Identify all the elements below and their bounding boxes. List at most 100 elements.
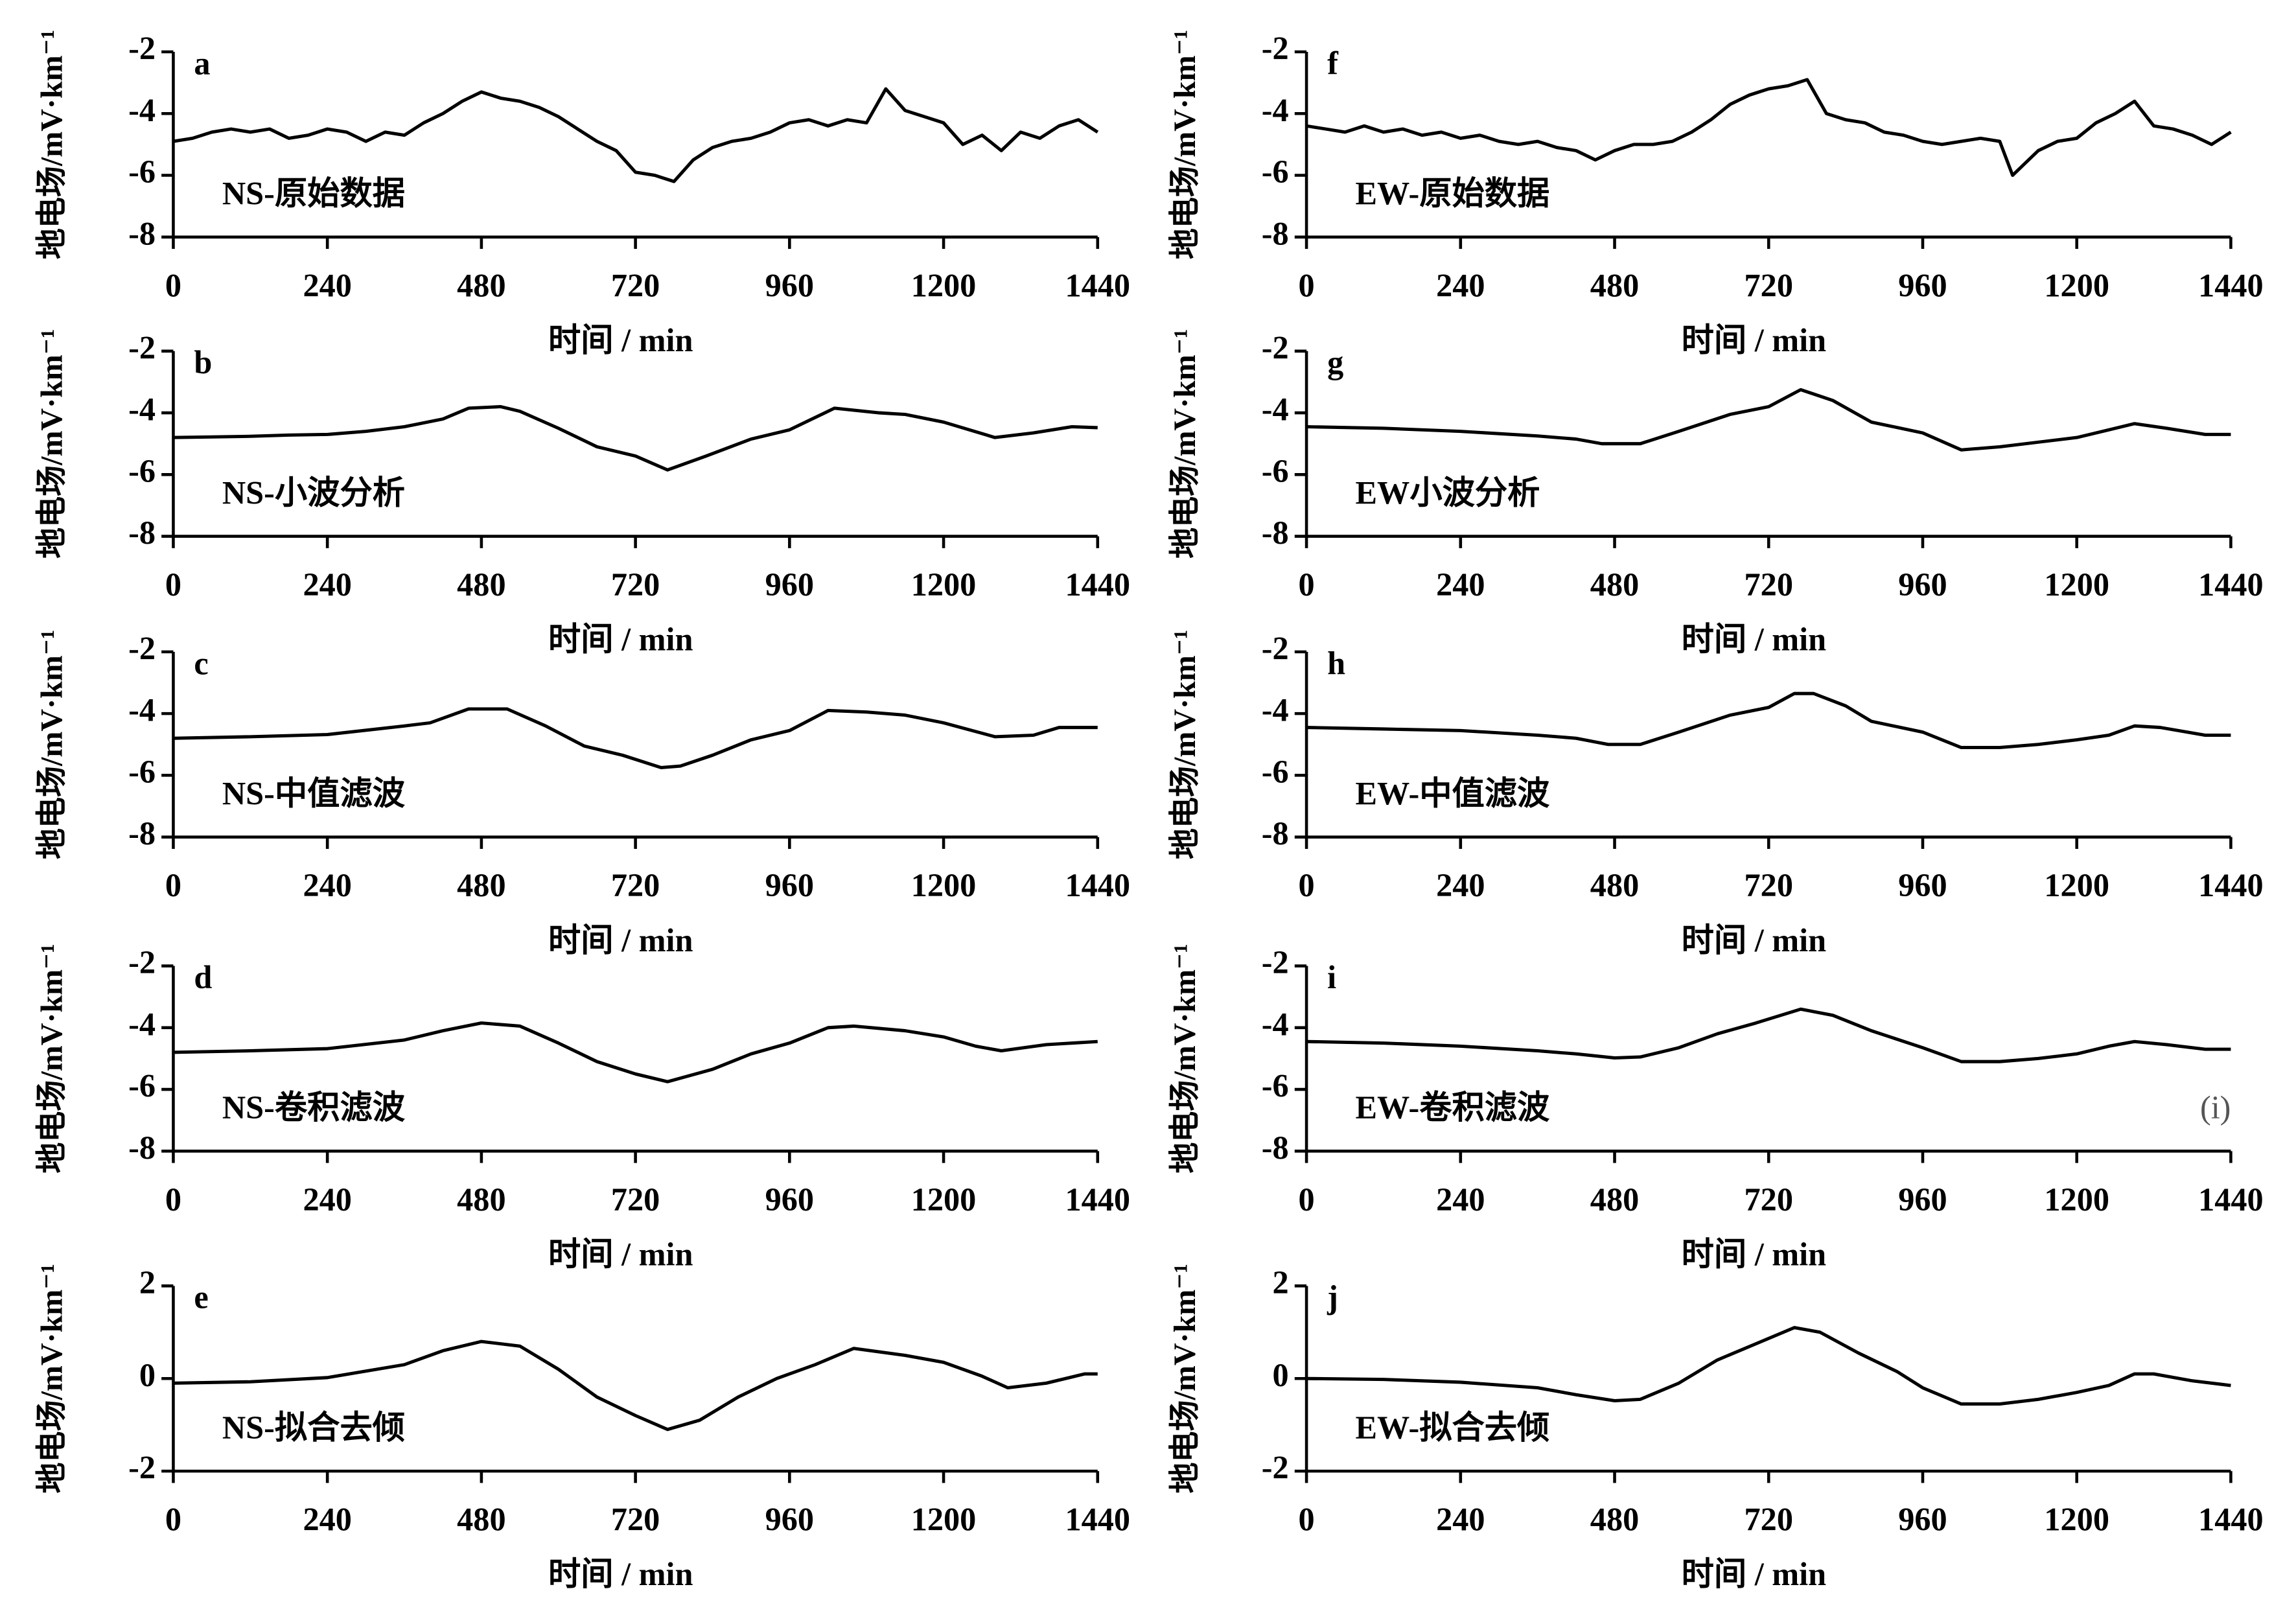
x-tick-label: 720 (1745, 267, 1793, 303)
x-tick-label: 720 (1745, 1181, 1793, 1218)
y-tick-label: 2 (1273, 1264, 1289, 1301)
y-tick-label: -6 (1262, 754, 1289, 790)
x-tick-label: 480 (457, 267, 505, 303)
y-tick-label: -8 (128, 515, 156, 551)
x-tick-label: 240 (303, 1181, 351, 1218)
y-tick-label: -4 (128, 1006, 156, 1042)
x-axis-label: 时间 / min (548, 1556, 693, 1592)
panel: -8 -6 -4 -2 0 240 480 720 960 1200 1440 时间 / min 地电场… (1168, 329, 2263, 657)
y-tick-label: -8 (1262, 1130, 1289, 1166)
y-tick-label: -6 (1262, 453, 1289, 489)
annotation: EW-中值滤波 (1356, 775, 1551, 811)
y-axis-label: 地电场/mV·km⁻¹ (1168, 944, 1202, 1173)
x-axis-label: 时间 / min (548, 1236, 693, 1272)
panel-label: g (1327, 344, 1343, 380)
x-tick-label: 960 (765, 566, 814, 603)
x-tick-label: 1200 (2044, 1501, 2109, 1538)
panel-label: f (1327, 45, 1339, 81)
panel: -8 -6 -4 -2 0 240 480 720 960 1200 1440 时间 / min 地电场… (35, 30, 1130, 358)
y-axis-label: 地电场/mV·km⁻¹ (1168, 1264, 1202, 1493)
x-tick-label: 960 (765, 1181, 814, 1218)
y-tick-label: -2 (1262, 944, 1289, 980)
y-tick-label: 2 (139, 1264, 156, 1301)
x-tick-label: 720 (611, 566, 660, 603)
x-tick-label: 480 (1590, 1181, 1639, 1218)
y-tick-label: -6 (1262, 154, 1289, 190)
y-tick-label: -6 (128, 754, 156, 790)
annotation: NS-卷积滤波 (222, 1089, 406, 1126)
x-axis-label: 时间 / min (548, 621, 693, 658)
x-tick-label: 480 (457, 867, 505, 903)
x-tick-label: 960 (1898, 867, 1947, 903)
panel-label: c (194, 645, 208, 681)
panel: -8 -6 -4 -2 0 240 480 720 960 1200 1440 时间 / min 地电场… (35, 329, 1130, 657)
y-axis-label: 地电场/mV·km⁻¹ (35, 30, 69, 259)
y-tick-label: -4 (1262, 1006, 1289, 1042)
corner-note: (i) (2200, 1089, 2231, 1126)
x-axis-label: 时间 / min (1682, 922, 1827, 958)
data-line (173, 87, 1099, 183)
y-tick-label: 0 (139, 1357, 156, 1393)
x-tick-label: 480 (457, 1501, 505, 1538)
x-axis-label: 时间 / min (1682, 1556, 1827, 1592)
x-tick-label: 960 (1898, 1501, 1947, 1538)
panel: -2 0 2 0 240 480 720 960 1200 1440 时间 / min 地电场/mV·… (1168, 1264, 2263, 1592)
x-tick-label: 720 (1745, 1501, 1793, 1538)
annotation: NS-中值滤波 (222, 775, 406, 811)
panel-label: b (194, 344, 212, 380)
x-tick-label: 0 (1299, 1501, 1315, 1538)
y-axis-label: 地电场/mV·km⁻¹ (35, 1264, 69, 1493)
y-tick-label: -2 (128, 630, 156, 666)
x-tick-label: 1440 (1065, 566, 1131, 603)
y-tick-label: -6 (128, 1068, 156, 1104)
x-tick-label: 1200 (911, 1501, 977, 1538)
y-tick-label: -6 (128, 154, 156, 190)
annotation: EW-卷积滤波 (1356, 1089, 1551, 1126)
x-tick-label: 1440 (1065, 867, 1131, 903)
x-tick-label: 1440 (2198, 566, 2264, 603)
y-tick-label: -8 (128, 1130, 156, 1166)
annotation: EW-原始数据 (1356, 176, 1550, 212)
y-tick-label: -8 (1262, 815, 1289, 852)
y-tick-label: -8 (1262, 515, 1289, 551)
x-tick-label: 480 (1590, 566, 1639, 603)
panel: -8 -6 -4 -2 0 240 480 720 960 1200 1440 时间 / min 地电场… (1168, 30, 2263, 358)
x-tick-label: 720 (611, 1181, 660, 1218)
x-tick-label: 720 (1745, 867, 1793, 903)
x-tick-label: 720 (1745, 566, 1793, 603)
x-tick-label: 0 (165, 867, 181, 903)
y-axis-label: 地电场/mV·km⁻¹ (35, 944, 69, 1173)
x-tick-label: 1200 (2044, 867, 2109, 903)
y-axis-label: 地电场/mV·km⁻¹ (35, 630, 69, 859)
x-tick-label: 1200 (2044, 566, 2109, 603)
y-tick-label: -6 (128, 453, 156, 489)
y-tick-label: -2 (128, 944, 156, 980)
annotation: EW小波分析 (1356, 474, 1540, 511)
x-tick-label: 240 (303, 267, 351, 303)
y-axis-label: 地电场/mV·km⁻¹ (35, 329, 69, 558)
y-tick-label: -8 (128, 815, 156, 852)
panel-label: i (1327, 959, 1336, 995)
x-tick-label: 960 (1898, 566, 1947, 603)
data-line (173, 405, 1098, 472)
x-axis-label: 时间 / min (548, 922, 693, 958)
data-line (1306, 1326, 2231, 1406)
x-tick-label: 240 (303, 1501, 351, 1538)
y-tick-label: -2 (128, 329, 156, 365)
y-tick-label: -2 (1262, 329, 1289, 365)
data-line (1306, 388, 2231, 452)
panel: -8 -6 -4 -2 0 240 480 720 960 1200 1440 时间 / min 地电场… (35, 630, 1130, 958)
y-tick-label: -4 (1262, 391, 1289, 428)
x-axis-label: 时间 / min (1682, 322, 1827, 358)
x-tick-label: 720 (611, 267, 660, 303)
data-line (1306, 691, 2231, 750)
data-line (173, 1339, 1098, 1432)
x-tick-label: 1200 (911, 867, 977, 903)
data-line (173, 707, 1098, 770)
x-tick-label: 240 (303, 867, 351, 903)
x-tick-label: 1440 (1065, 1501, 1131, 1538)
y-tick-label: -8 (1262, 215, 1289, 251)
x-tick-label: 1200 (911, 566, 977, 603)
x-tick-label: 1440 (2198, 267, 2264, 303)
